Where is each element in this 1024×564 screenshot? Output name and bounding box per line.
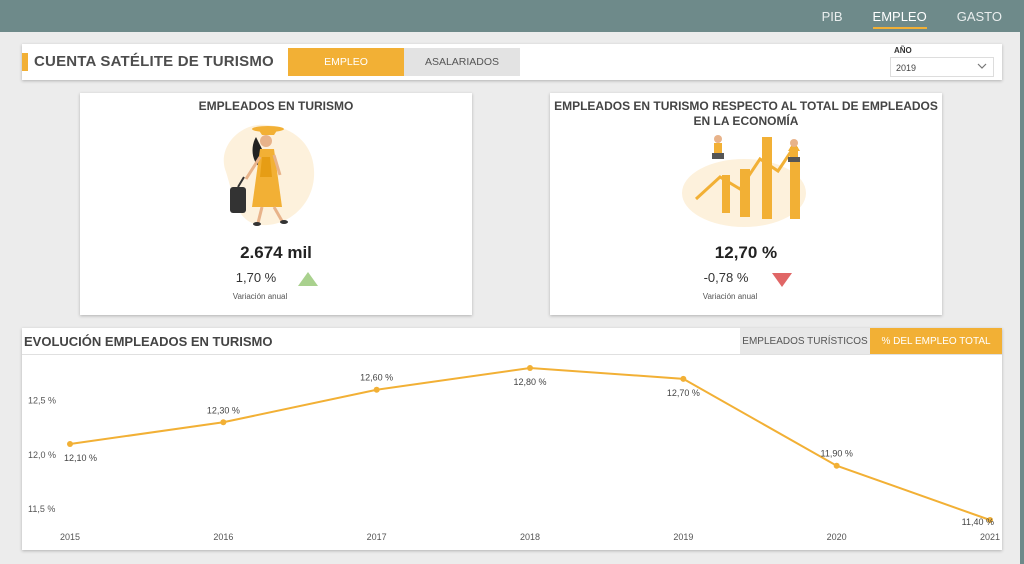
page-title: CUENTA SATÉLITE DE TURISMO	[34, 53, 274, 70]
traveler-illustration	[223, 124, 315, 226]
card-title-line1: EMPLEADOS EN TURISMO RESPECTO AL TOTAL D…	[554, 99, 938, 113]
year-value: 2019	[896, 63, 917, 73]
x-tick-label: 2015	[60, 532, 80, 542]
empleados-value: 2.674 mil	[240, 243, 312, 262]
data-point	[67, 441, 73, 447]
card-title: EMPLEADOS EN TURISMO	[198, 99, 354, 113]
data-label: 12,80 %	[513, 377, 546, 387]
top-nav: PIB EMPLEO GASTO	[822, 0, 1002, 32]
ratio-value: 12,70 %	[714, 243, 778, 262]
nav-empleo[interactable]: EMPLEO	[872, 8, 927, 29]
year-dropdown[interactable]: 2019	[890, 57, 994, 77]
evolution-tabs: EMPLEADOS TURÍSTICOS % DEL EMPLEO TOTAL	[740, 328, 1002, 354]
data-label: 12,30 %	[207, 405, 240, 415]
data-label: 12,70 %	[667, 388, 700, 398]
chevron-down-icon	[977, 61, 987, 73]
tab-pct-empleo-total[interactable]: % DEL EMPLEO TOTAL	[870, 328, 1002, 354]
card-title: EMPLEADOS EN TURISMO RESPECTO AL TOTAL D…	[550, 99, 942, 129]
x-tick-label: 2018	[520, 532, 540, 542]
series-line	[69, 366, 991, 521]
y-tick-label: 12,0 %	[28, 450, 56, 460]
empleados-ratio-card: EMPLEADOS EN TURISMO RESPECTO AL TOTAL D…	[550, 93, 942, 315]
trend-up-icon	[298, 272, 318, 286]
variacion-label: Variación anual	[232, 292, 288, 301]
data-point	[220, 419, 227, 426]
top-navigation-bar: PIB EMPLEO GASTO	[0, 0, 1024, 32]
data-label: 12,60 %	[360, 373, 393, 383]
data-point	[373, 386, 380, 393]
x-tick-label: 2017	[367, 532, 387, 542]
data-label: 11,90 %	[820, 449, 852, 459]
empleados-turismo-card: EMPLEADOS EN TURISMO 2.674 mil 1,70 % Va…	[80, 93, 472, 315]
tab-empleo[interactable]: EMPLEO	[288, 48, 404, 76]
header-tabs: EMPLEO ASALARIADOS	[288, 48, 520, 76]
x-tick-label: 2021	[980, 532, 1000, 542]
data-point	[987, 517, 993, 523]
data-point	[833, 462, 840, 469]
data-point	[680, 375, 687, 382]
growth-chart-illustration	[682, 135, 806, 227]
title-accent-bar	[22, 53, 28, 71]
data-label: 12,10 %	[64, 453, 97, 463]
data-point	[527, 365, 533, 371]
y-tick-label: 11,5 %	[28, 504, 55, 514]
evolution-line-chart: 11,5 % 12,0 % 12,5 % 2015 2016 2017 2018 2019 20…	[28, 365, 1000, 542]
y-tick-label: 12,5 %	[28, 396, 56, 406]
variacion-value: -0,78 %	[703, 270, 749, 285]
nav-gasto[interactable]: GASTO	[956, 8, 1002, 24]
card-title-line2: EN LA ECONOMÍA	[693, 114, 799, 128]
nav-pib[interactable]: PIB	[821, 8, 843, 24]
x-tick-label: 2019	[673, 532, 693, 542]
right-edge-strip	[1020, 32, 1024, 564]
evolution-panel: EVOLUCIÓN EMPLEADOS EN TURISMO EMPLEADOS…	[22, 328, 1002, 550]
variacion-value: 1,70 %	[235, 270, 277, 285]
data-label: 11,40 %	[962, 517, 994, 527]
year-label: AÑO	[894, 46, 912, 55]
evolution-separator	[22, 354, 1002, 355]
tab-empleados-turisticos[interactable]: EMPLEADOS TURÍSTICOS	[740, 328, 870, 354]
trend-down-icon	[772, 273, 792, 287]
x-tick-label: 2020	[827, 532, 847, 542]
variacion-label: Variación anual	[702, 292, 758, 301]
tab-asalariados[interactable]: ASALARIADOS	[404, 48, 520, 76]
x-tick-label: 2016	[213, 532, 233, 542]
header-panel: CUENTA SATÉLITE DE TURISMO EMPLEO ASALAR…	[22, 44, 1002, 80]
evolution-title: EVOLUCIÓN EMPLEADOS EN TURISMO	[24, 334, 273, 349]
